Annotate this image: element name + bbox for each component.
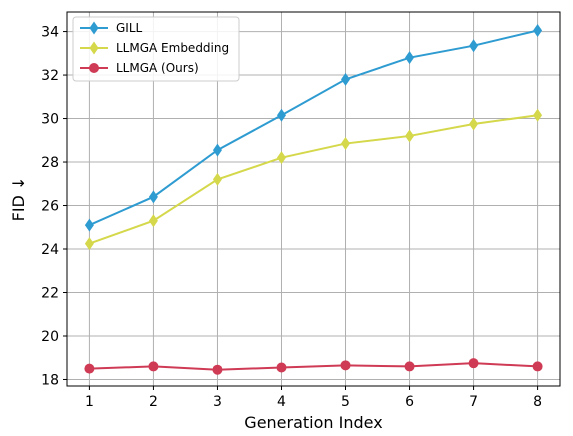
series-line xyxy=(89,29,538,227)
data-point xyxy=(212,143,222,157)
data-point xyxy=(469,39,479,53)
data-point xyxy=(405,51,415,65)
legend-marker xyxy=(89,21,99,35)
data-point xyxy=(340,360,351,371)
legend-marker xyxy=(89,41,99,55)
data-point xyxy=(469,117,479,131)
x-tick-label: 3 xyxy=(213,394,222,410)
x-axis-label: Generation Index xyxy=(244,413,382,432)
y-tick-label: 28 xyxy=(41,155,59,171)
y-tick-label: 18 xyxy=(41,372,59,388)
data-point xyxy=(148,190,158,204)
legend-marker xyxy=(89,63,99,73)
data-point xyxy=(533,23,543,37)
data-point xyxy=(276,151,286,165)
y-tick-label: 34 xyxy=(41,25,59,41)
y-tick-label: 24 xyxy=(41,242,59,258)
series-gill xyxy=(84,23,543,232)
data-point xyxy=(212,364,223,375)
x-tick-label: 5 xyxy=(341,394,350,410)
data-point xyxy=(276,362,287,373)
data-point xyxy=(148,214,158,228)
legend-label: LLMGA Embedding xyxy=(116,41,229,55)
x-tick-label: 8 xyxy=(533,394,542,410)
data-point xyxy=(276,108,286,122)
legend-label: GILL xyxy=(116,21,143,35)
legend-label: LLMGA (Ours) xyxy=(116,61,199,75)
y-tick-label: 20 xyxy=(41,329,59,345)
y-tick-label: 26 xyxy=(41,199,59,215)
data-point xyxy=(341,137,351,151)
data-point xyxy=(84,363,95,374)
series-llmga-embedding xyxy=(84,108,543,251)
legend-entry: LLMGA Embedding xyxy=(80,41,229,55)
y-tick-label: 22 xyxy=(41,286,59,302)
y-axis-label: FID ↓ xyxy=(9,177,28,222)
data-point xyxy=(212,172,222,186)
data-point xyxy=(84,218,94,232)
x-tick-label: 6 xyxy=(405,394,414,410)
y-tick-label: 30 xyxy=(41,112,59,128)
x-tick-label: 4 xyxy=(277,394,286,410)
legend-box xyxy=(72,16,240,82)
legend-entry: LLMGA (Ours) xyxy=(80,61,199,75)
series-layer xyxy=(84,23,543,375)
x-tick-label: 2 xyxy=(149,394,158,410)
series-llmga-ours xyxy=(84,358,543,375)
legend: GILL LLMGA Embedding LLMGA (Ours) xyxy=(72,16,240,82)
data-point xyxy=(84,237,94,251)
plot-frame xyxy=(66,11,561,387)
series-line xyxy=(89,114,538,245)
data-point xyxy=(404,361,415,372)
x-tick-label: 1 xyxy=(85,394,94,410)
y-tick-label: 32 xyxy=(41,68,59,84)
data-point xyxy=(468,358,479,369)
data-point xyxy=(405,129,415,143)
data-point xyxy=(532,361,543,372)
series-line xyxy=(89,362,538,371)
data-point xyxy=(148,361,159,372)
legend-entry: GILL xyxy=(80,21,143,35)
data-point xyxy=(341,72,351,86)
data-point xyxy=(533,108,543,122)
x-tick-label: 7 xyxy=(469,394,478,410)
